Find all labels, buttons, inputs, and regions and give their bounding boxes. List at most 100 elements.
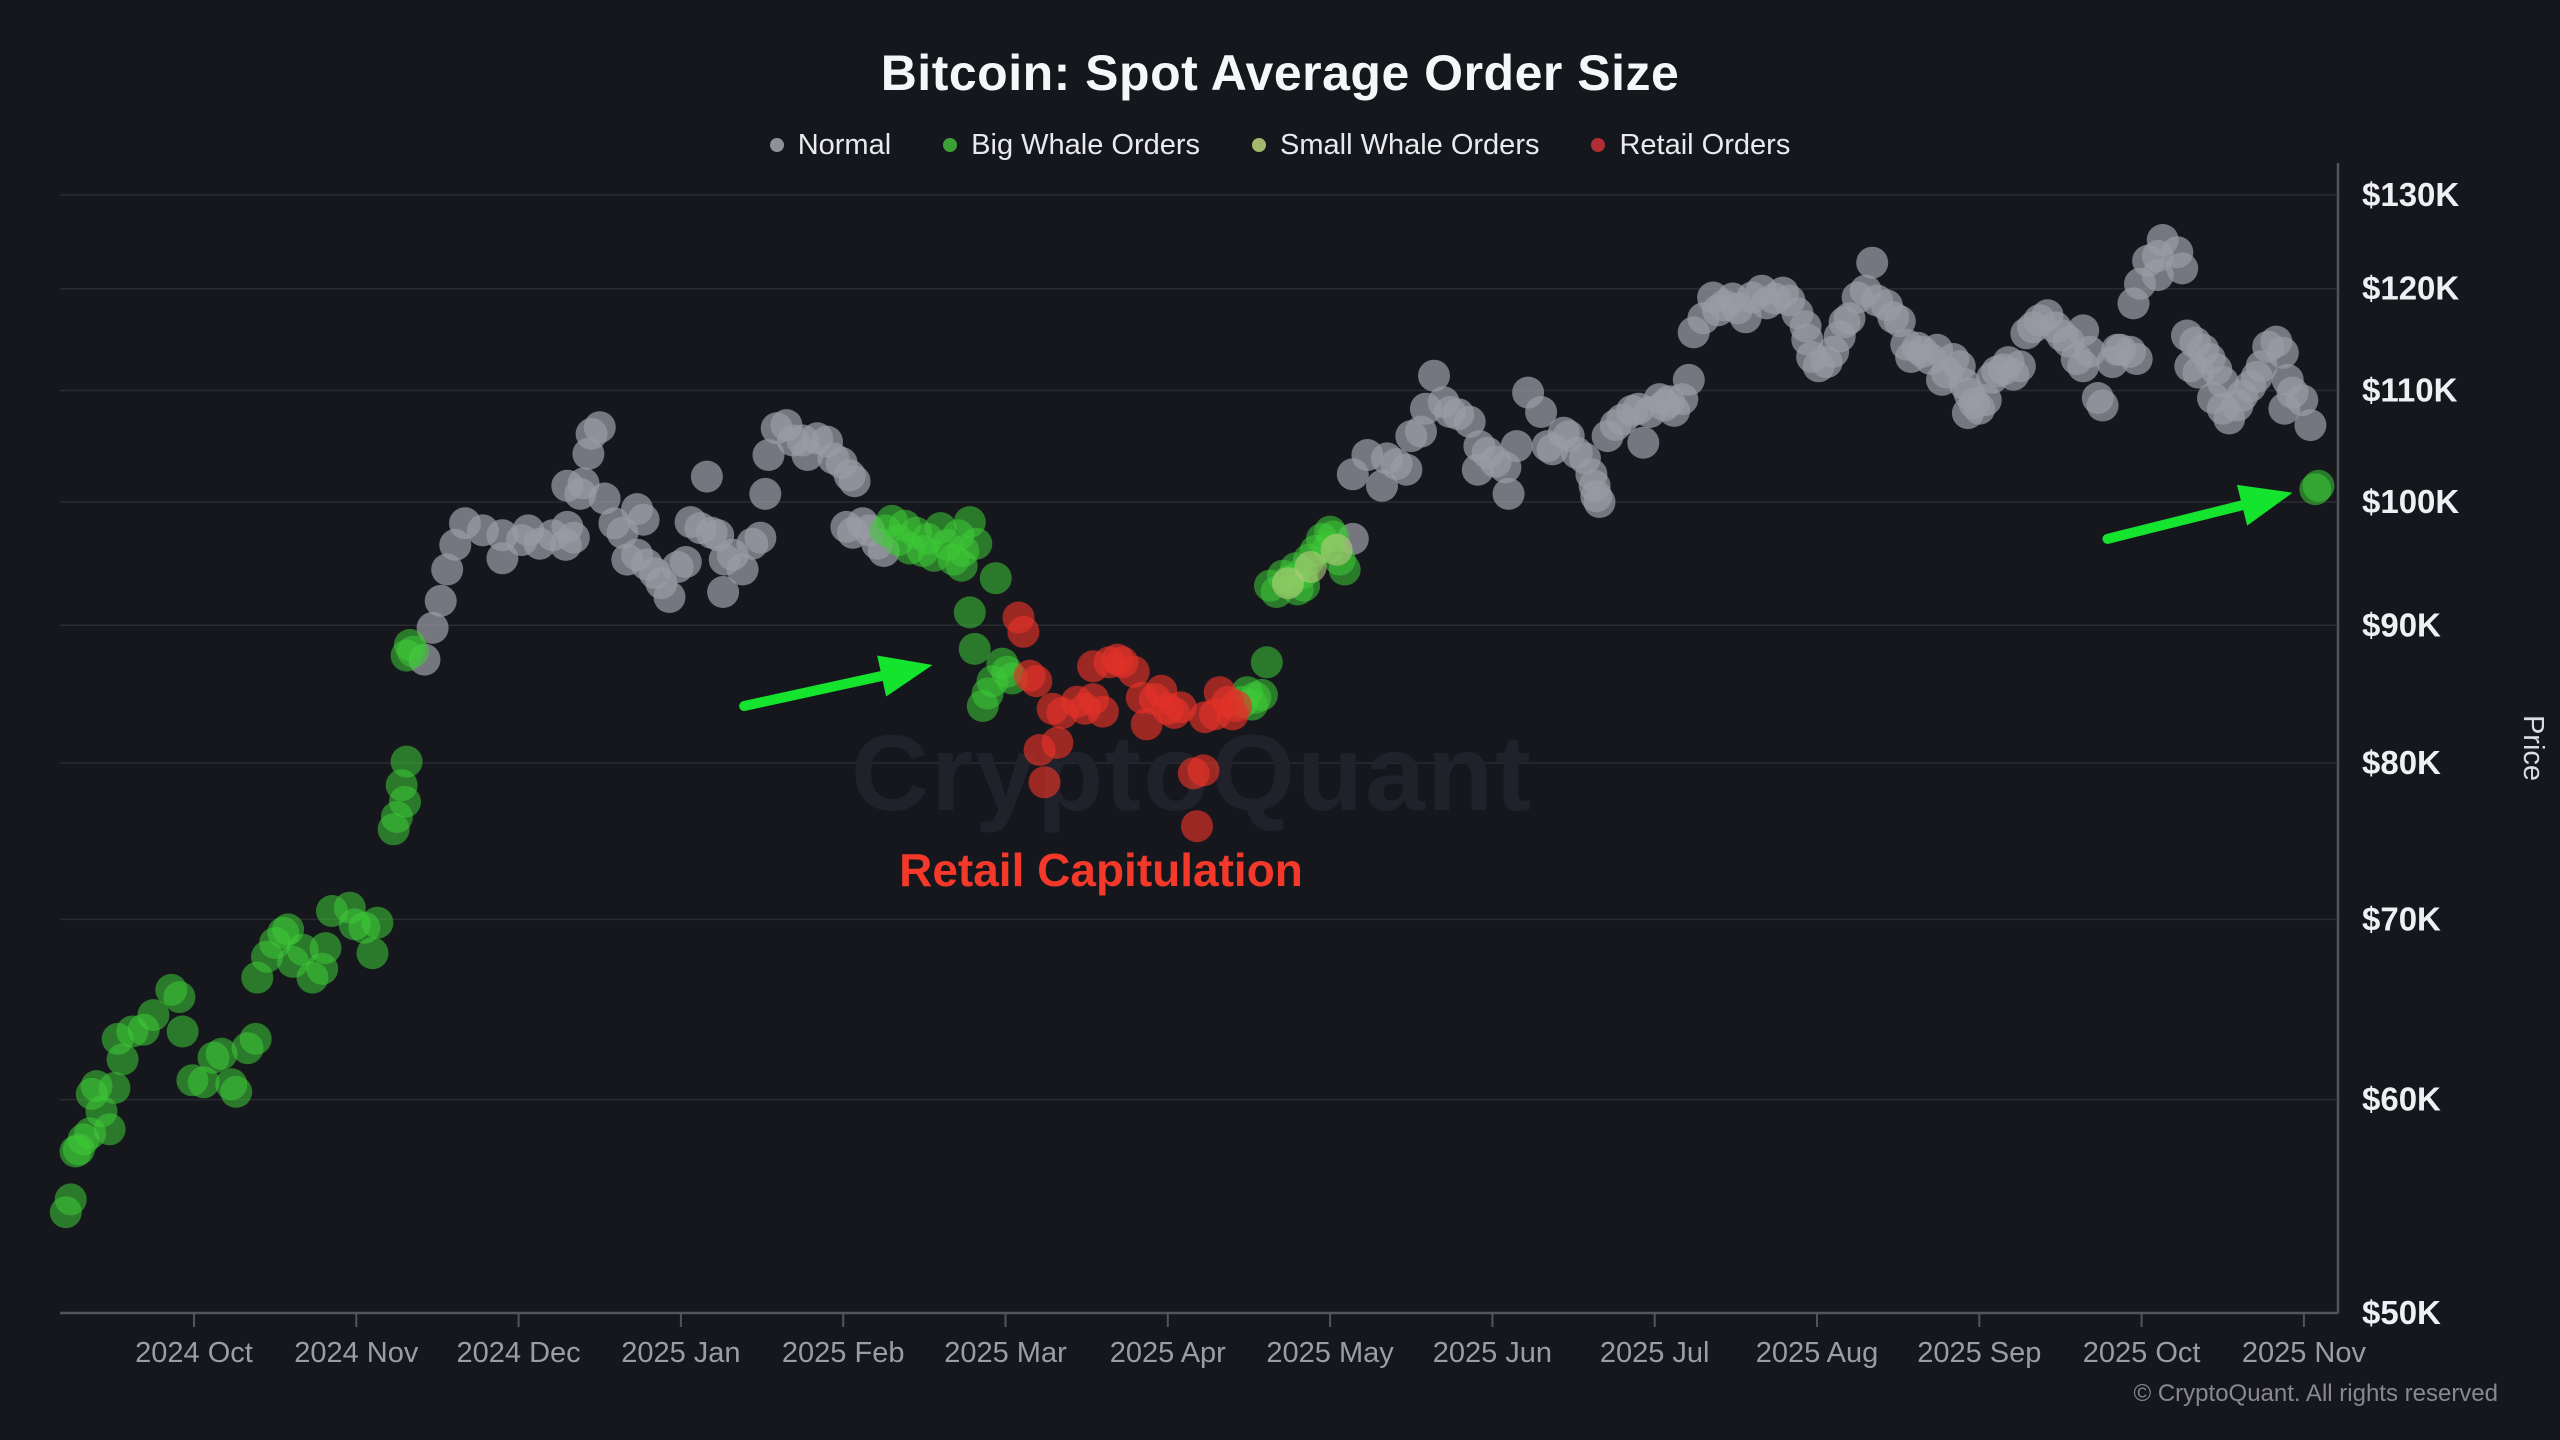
big_whale-dot — [205, 1037, 238, 1070]
x-tick-label: 2025 Nov — [2242, 1337, 2367, 1369]
normal-dot — [627, 503, 660, 536]
normal-dot — [1453, 405, 1486, 438]
normal-dot — [707, 576, 740, 608]
big_whale-dot — [106, 1043, 139, 1076]
copyright-text: © CryptoQuant. All rights reserved — [2133, 1380, 2499, 1407]
normal-dot — [1672, 363, 1705, 396]
normal-dot — [2120, 343, 2153, 375]
big_whale-dot — [397, 635, 430, 668]
normal-dot — [431, 553, 464, 586]
chart-title: Bitcoin: Spot Average Order Size — [880, 45, 1680, 101]
legend-item-small_whale[interactable]: Small Whale Orders — [1252, 129, 1539, 162]
series-retail — [1002, 601, 1252, 843]
big_whale-dot — [309, 932, 342, 965]
x-tick-label: 2025 Jul — [1600, 1337, 1710, 1369]
normal-dot — [726, 553, 759, 586]
normal-dot — [1627, 426, 1660, 459]
big_whale-dot — [220, 1075, 253, 1108]
x-tick-label: 2025 Sep — [1917, 1337, 2041, 1369]
legend-dot-normal — [769, 138, 784, 152]
normal-dot — [1390, 453, 1423, 486]
small_whale-dot — [1271, 567, 1304, 600]
axis-tick-labels: 2024 Oct 2024 Nov 2024 Dec 2025 Jan 2025 Feb… — [135, 176, 2459, 1369]
big_whale-dot — [54, 1183, 87, 1216]
legend: Normal Big Whale Orders Small Whale Orders… — [0, 126, 2560, 164]
normal-dot — [690, 460, 723, 493]
whale-buy-now-arrow-shaft — [2102, 500, 2248, 544]
whale-buy-dip-arrow-shaft — [739, 671, 887, 712]
normal-dot — [583, 411, 616, 444]
normal-dot — [1418, 359, 1450, 392]
y-tick-label: $50K — [2362, 1294, 2441, 1331]
normal-dot — [669, 546, 702, 578]
normal-dot — [1492, 477, 1525, 510]
retail-capitulation-annotation: Retail Capitulation — [899, 844, 1303, 896]
big_whale-dot — [137, 999, 170, 1032]
retail-dot — [1086, 695, 1119, 728]
x-tick-label: 2024 Nov — [294, 1337, 419, 1369]
small_whale-dot — [1320, 533, 1353, 566]
legend-item-retail[interactable]: Retail Orders — [1591, 129, 1790, 162]
normal-dot — [416, 611, 449, 644]
y-tick-label: $120K — [2362, 270, 2459, 307]
x-tick-label: 2025 Apr — [1110, 1337, 1226, 1369]
retail-dot — [1220, 690, 1252, 722]
x-tick-label: 2025 Mar — [944, 1337, 1067, 1369]
x-tick-label: 2025 Aug — [1756, 1337, 1879, 1369]
big_whale-dot — [960, 527, 993, 560]
big_whale-dot — [356, 937, 389, 970]
big_whale-dot — [389, 785, 421, 818]
retail-dot — [1020, 665, 1053, 698]
x-tick-label: 2025 Oct — [2083, 1337, 2201, 1369]
y-tick-label: $60K — [2362, 1081, 2441, 1118]
normal-dot — [1583, 486, 1616, 518]
retail-dot — [1117, 655, 1150, 688]
big_whale-dot — [187, 1066, 220, 1099]
normal-dot — [2086, 389, 2119, 422]
legend-label: Normal — [797, 128, 892, 161]
big_whale-dot — [2302, 469, 2335, 502]
normal-dot — [2294, 409, 2327, 442]
retail-dot — [1007, 615, 1040, 648]
normal-dot — [1525, 396, 1558, 428]
retail-dot — [1164, 691, 1197, 724]
series-normal — [408, 224, 2327, 676]
big_whale-dot — [390, 745, 423, 778]
big_whale-dot — [163, 981, 196, 1014]
legend-item-normal[interactable]: Normal — [769, 128, 892, 162]
legend-dot-big_whale — [943, 138, 958, 152]
legend-label: Retail Orders — [1619, 128, 1791, 161]
normal-dot — [2286, 384, 2319, 417]
legend-dot-small_whale — [1252, 138, 1267, 152]
y-tick-label: $130K — [2362, 176, 2459, 213]
y-tick-label: $110K — [2362, 372, 2458, 409]
legend-label: Big Whale Orders — [971, 128, 1201, 161]
big_whale-dot — [239, 1022, 272, 1055]
whale-buy-now-arrow-head — [2237, 484, 2293, 526]
x-tick-label: 2025 Jun — [1433, 1337, 1552, 1369]
retail-dot — [1041, 726, 1074, 759]
normal-dot — [424, 584, 457, 617]
legend-label: Small Whale Orders — [1280, 128, 1540, 161]
big_whale-dot — [1250, 646, 1283, 679]
y-tick-label: $100K — [2362, 483, 2459, 520]
normal-dot — [588, 482, 621, 515]
retail-dot — [1028, 766, 1061, 799]
legend-item-big_whale[interactable]: Big Whale Orders — [943, 129, 1200, 162]
big_whale-dot — [1245, 678, 1278, 711]
normal-dot — [749, 477, 782, 510]
series-big_whale — [49, 469, 2335, 1229]
normal-dot — [1500, 430, 1533, 463]
retail-dot — [1181, 810, 1213, 843]
big_whale-dot — [979, 562, 1012, 595]
big_whale-dot — [93, 1113, 126, 1146]
normal-dot — [653, 581, 686, 613]
series-small_whale — [1271, 533, 1353, 600]
y-tick-label: $70K — [2362, 900, 2441, 937]
x-tick-label: 2024 Dec — [457, 1337, 581, 1369]
scatter-points — [49, 224, 2335, 1229]
annotation-arrows — [739, 484, 2293, 712]
normal-dot — [752, 439, 785, 471]
